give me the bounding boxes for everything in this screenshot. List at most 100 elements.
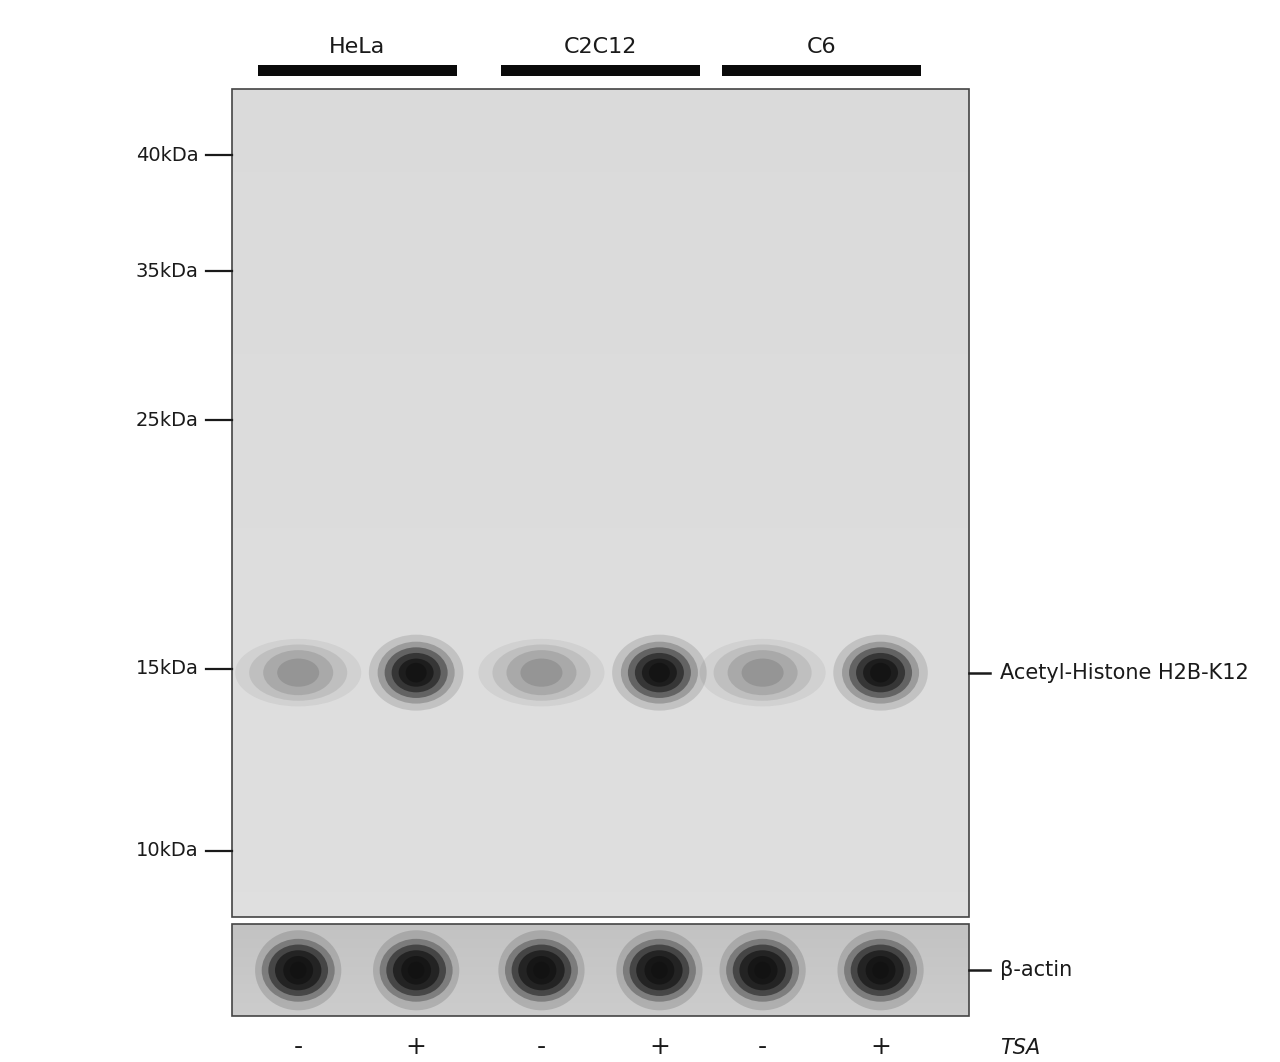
Bar — [232, 726, 969, 735]
Ellipse shape — [507, 650, 576, 696]
Bar — [500, 65, 700, 76]
Ellipse shape — [289, 962, 306, 979]
Bar — [232, 188, 969, 196]
Ellipse shape — [275, 950, 321, 990]
Bar — [232, 676, 969, 685]
Bar — [232, 668, 969, 676]
Bar — [232, 288, 969, 296]
Ellipse shape — [649, 663, 669, 683]
Bar — [232, 205, 969, 213]
Bar — [232, 164, 969, 172]
Ellipse shape — [700, 639, 826, 706]
Bar — [232, 661, 969, 668]
Bar — [232, 105, 969, 114]
Ellipse shape — [261, 939, 334, 1001]
Text: -: - — [536, 1035, 547, 1059]
Bar — [232, 851, 969, 859]
Bar — [232, 693, 969, 702]
Ellipse shape — [392, 653, 440, 692]
Bar — [232, 436, 969, 445]
Bar — [232, 586, 969, 594]
Bar — [232, 131, 969, 139]
Bar — [232, 445, 969, 453]
Bar — [232, 702, 969, 709]
Bar — [232, 826, 969, 834]
Ellipse shape — [630, 944, 689, 996]
Text: +: + — [649, 1035, 669, 1059]
Bar — [232, 569, 969, 578]
Ellipse shape — [863, 658, 899, 687]
Bar — [232, 635, 969, 644]
Bar — [232, 875, 969, 884]
Bar — [232, 89, 969, 917]
Ellipse shape — [255, 930, 342, 1010]
Ellipse shape — [369, 635, 463, 710]
Bar — [232, 818, 969, 826]
Text: +: + — [870, 1035, 891, 1059]
Text: C6: C6 — [806, 36, 836, 56]
Ellipse shape — [264, 650, 333, 696]
Bar — [232, 229, 969, 238]
Bar — [232, 412, 969, 421]
Text: 15kDa: 15kDa — [136, 660, 198, 678]
Ellipse shape — [398, 658, 434, 687]
Bar — [257, 65, 457, 76]
Bar — [232, 652, 969, 661]
Text: C2C12: C2C12 — [563, 36, 637, 56]
Bar — [232, 552, 969, 561]
Bar — [232, 536, 969, 545]
Bar — [232, 834, 969, 842]
Bar — [232, 545, 969, 552]
Bar — [232, 296, 969, 305]
Bar — [232, 519, 969, 528]
Bar — [232, 868, 969, 875]
Ellipse shape — [506, 939, 579, 1001]
Bar — [232, 892, 969, 901]
Ellipse shape — [521, 658, 562, 687]
Bar — [232, 338, 969, 345]
Ellipse shape — [726, 939, 799, 1001]
Bar — [232, 709, 969, 718]
Text: 10kDa: 10kDa — [136, 841, 198, 860]
Text: -: - — [293, 1035, 303, 1059]
Bar — [232, 263, 969, 271]
Bar — [232, 511, 969, 519]
Bar — [232, 196, 969, 205]
Bar — [232, 743, 969, 751]
Ellipse shape — [635, 653, 684, 692]
Bar — [232, 387, 969, 395]
Bar — [232, 578, 969, 586]
Ellipse shape — [250, 645, 347, 701]
Bar — [232, 859, 969, 868]
Bar — [232, 271, 969, 279]
Bar — [232, 462, 969, 469]
Bar — [232, 172, 969, 181]
Bar — [232, 147, 969, 155]
Ellipse shape — [833, 635, 928, 710]
Bar — [232, 785, 969, 792]
Ellipse shape — [851, 944, 910, 996]
Text: 40kDa: 40kDa — [136, 145, 198, 165]
Bar — [232, 768, 969, 776]
Ellipse shape — [372, 930, 460, 1010]
Bar — [232, 213, 969, 222]
Ellipse shape — [408, 962, 425, 979]
Bar — [232, 561, 969, 569]
Ellipse shape — [741, 658, 783, 687]
Bar — [232, 602, 969, 611]
Ellipse shape — [713, 645, 812, 701]
Text: TSA: TSA — [1000, 1039, 1041, 1059]
Bar — [232, 181, 969, 188]
Bar — [232, 842, 969, 851]
Bar — [232, 528, 969, 536]
Bar — [232, 395, 969, 404]
Bar — [232, 354, 969, 362]
Bar — [232, 421, 969, 428]
Bar — [232, 139, 969, 147]
Bar — [232, 371, 969, 379]
Bar — [232, 685, 969, 693]
Ellipse shape — [518, 950, 564, 990]
Bar — [232, 312, 969, 321]
Bar — [232, 751, 969, 759]
Ellipse shape — [278, 658, 319, 687]
